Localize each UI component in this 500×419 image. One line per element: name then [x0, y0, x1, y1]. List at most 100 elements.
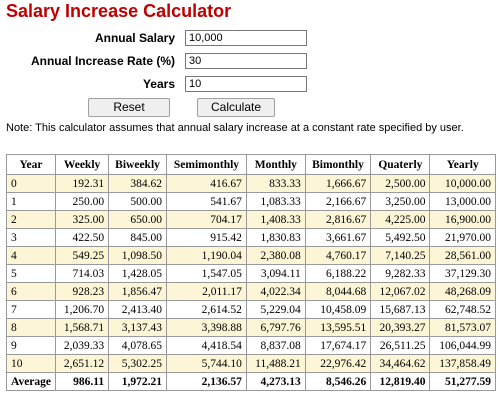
amount-cell: 1,206.70 [55, 300, 110, 319]
year-cell: 2 [5, 210, 57, 229]
year-cell: 10 [5, 354, 57, 373]
amount-cell: 500.00 [108, 192, 167, 211]
average-quaterly: 12,819.40 [370, 372, 431, 391]
average-semimonthly: 2,136.57 [166, 372, 247, 391]
amount-cell: 2,413.40 [108, 300, 167, 319]
amount-cell: 10,000.00 [429, 174, 496, 193]
amount-cell: 3,250.00 [370, 192, 431, 211]
amount-cell: 8,837.08 [245, 336, 306, 355]
table-row: 0 192.31 384.62 416.67 833.33 1,666.67 2,500.0… [5, 174, 496, 193]
amount-cell: 26,511.25 [370, 336, 431, 355]
col-header-weekly: Weekly [55, 154, 110, 175]
amount-cell: 1,547.05 [166, 264, 247, 283]
amount-cell: 7,140.25 [370, 246, 431, 265]
amount-cell: 37,129.30 [429, 264, 496, 283]
year-cell: 0 [5, 174, 57, 193]
amount-cell: 5,492.50 [370, 228, 431, 247]
amount-cell: 2,816.67 [304, 210, 372, 229]
rate-input[interactable] [185, 53, 307, 69]
amount-cell: 541.67 [166, 192, 247, 211]
years-input[interactable] [185, 76, 307, 92]
col-header-yearly: Yearly [429, 154, 496, 175]
amount-cell: 2,039.33 [55, 336, 110, 355]
amount-cell: 915.42 [166, 228, 247, 247]
table-row: 4 549.25 1,098.50 1,190.04 2,380.08 4,760.17 7… [5, 246, 496, 265]
amount-cell: 1,083.33 [245, 192, 306, 211]
col-header-semimonthly: Semimonthly [166, 154, 247, 175]
amount-cell: 714.03 [55, 264, 110, 283]
amount-cell: 384.62 [108, 174, 167, 193]
year-cell: 1 [5, 192, 57, 211]
annual-salary-input[interactable] [185, 30, 307, 46]
calculator-note: Note: This calculator assumes that annua… [6, 122, 464, 134]
year-cell: 7 [5, 300, 57, 319]
amount-cell: 1,098.50 [108, 246, 167, 265]
amount-cell: 20,393.27 [370, 318, 431, 337]
amount-cell: 5,302.25 [108, 354, 167, 373]
table-row: 6 928.23 1,856.47 2,011.17 4,022.34 8,044.68 1… [5, 282, 496, 301]
col-header-year: Year [5, 154, 57, 175]
reset-button[interactable]: Reset [88, 98, 170, 117]
amount-cell: 2,011.17 [166, 282, 247, 301]
years-label: Years [142, 77, 175, 91]
amount-cell: 62,748.52 [429, 300, 496, 319]
amount-cell: 11,488.21 [245, 354, 306, 373]
year-cell: 8 [5, 318, 57, 337]
amount-cell: 15,687.13 [370, 300, 431, 319]
amount-cell: 21,970.00 [429, 228, 496, 247]
average-row: Average 986.11 1,972.21 2,136.57 4,273.1… [5, 372, 496, 391]
table-header-row: Year Weekly Biweekly Semimonthly Monthly… [5, 154, 496, 175]
amount-cell: 10,458.09 [304, 300, 372, 319]
amount-cell: 1,568.71 [55, 318, 110, 337]
amount-cell: 4,760.17 [304, 246, 372, 265]
year-cell: 9 [5, 336, 57, 355]
amount-cell: 3,137.43 [108, 318, 167, 337]
amount-cell: 928.23 [55, 282, 110, 301]
col-header-monthly: Monthly [245, 154, 306, 175]
amount-cell: 704.17 [166, 210, 247, 229]
table-row: 9 2,039.33 4,078.65 4,418.54 8,837.08 17,674.… [5, 336, 496, 355]
table-row: 2 325.00 650.00 704.17 1,408.33 2,816.67 4,225… [5, 210, 496, 229]
rate-label: Annual Increase Rate (%) [30, 54, 175, 68]
amount-cell: 8,044.68 [304, 282, 372, 301]
amount-cell: 6,188.22 [304, 264, 372, 283]
average-weekly: 986.11 [55, 372, 110, 391]
amount-cell: 192.31 [55, 174, 110, 193]
average-monthly: 4,273.13 [245, 372, 306, 391]
year-cell: 4 [5, 246, 57, 265]
amount-cell: 5,744.10 [166, 354, 247, 373]
amount-cell: 4,418.54 [166, 336, 247, 355]
amount-cell: 1,830.83 [245, 228, 306, 247]
amount-cell: 1,666.67 [304, 174, 372, 193]
amount-cell: 28,561.00 [429, 246, 496, 265]
table-row: 3 422.50 845.00 915.42 1,830.83 3,661.67 5,492… [5, 228, 496, 247]
table-row: 1 250.00 500.00 541.67 1,083.33 2,166.67 3,250… [5, 192, 496, 211]
average-bimonthly: 8,546.26 [304, 372, 372, 391]
year-cell: 5 [5, 264, 57, 283]
amount-cell: 5,229.04 [245, 300, 306, 319]
amount-cell: 17,674.17 [304, 336, 372, 355]
amount-cell: 13,595.51 [304, 318, 372, 337]
amount-cell: 250.00 [55, 192, 110, 211]
amount-cell: 2,614.52 [166, 300, 247, 319]
results-table: Year Weekly Biweekly Semimonthly Monthly… [5, 154, 496, 391]
page-title: Salary Increase Calculator [6, 1, 232, 21]
amount-cell: 4,078.65 [108, 336, 167, 355]
amount-cell: 650.00 [108, 210, 167, 229]
table-row: 8 1,568.71 3,137.43 3,398.88 6,797.76 13,595.… [5, 318, 496, 337]
amount-cell: 137,858.49 [429, 354, 496, 373]
amount-cell: 325.00 [55, 210, 110, 229]
amount-cell: 48,268.09 [429, 282, 496, 301]
amount-cell: 81,573.07 [429, 318, 496, 337]
amount-cell: 13,000.00 [429, 192, 496, 211]
calculate-button[interactable]: Calculate [197, 98, 275, 117]
amount-cell: 22,976.42 [304, 354, 372, 373]
year-cell: 6 [5, 282, 57, 301]
amount-cell: 34,464.62 [370, 354, 431, 373]
average-label: Average [5, 372, 57, 391]
amount-cell: 2,651.12 [55, 354, 110, 373]
amount-cell: 3,094.11 [245, 264, 306, 283]
amount-cell: 422.50 [55, 228, 110, 247]
amount-cell: 1,190.04 [166, 246, 247, 265]
amount-cell: 2,380.08 [245, 246, 306, 265]
